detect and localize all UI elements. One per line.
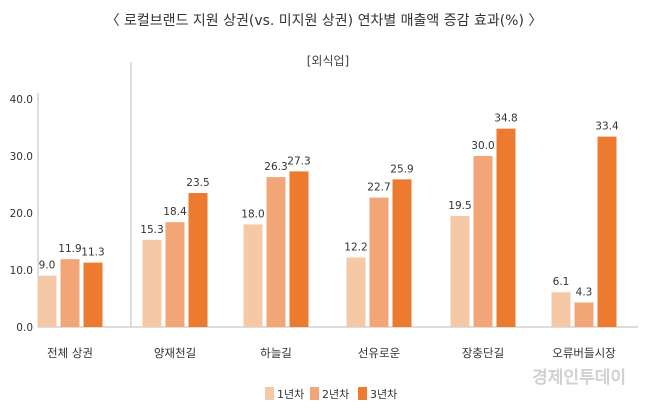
- bar-value-label: 30.0: [471, 140, 494, 152]
- legend-swatch: [310, 387, 319, 400]
- bar-value-label: 6.1: [553, 276, 570, 288]
- bar-value-label: 27.3: [287, 155, 310, 167]
- bar: [37, 275, 57, 327]
- category-label: 전체 상권: [47, 346, 93, 360]
- category-label: 오류버들시장: [552, 346, 616, 360]
- bar: [597, 136, 617, 327]
- bar: [392, 179, 412, 327]
- legend-label: 1년차: [277, 388, 304, 401]
- y-tick-label: 20.0: [10, 208, 33, 220]
- bar-value-label: 33.4: [595, 121, 619, 133]
- bar: [551, 292, 571, 327]
- y-tick-label: 10.0: [10, 265, 33, 277]
- bar: [142, 239, 162, 327]
- category-label: 양재천길: [154, 346, 196, 360]
- chart-subtitle: [외식업]: [307, 54, 349, 68]
- bar: [188, 193, 208, 327]
- watermark: 경제인투데이: [532, 368, 626, 388]
- legend: 1년차 2년차 3년차: [265, 387, 397, 401]
- bar-value-label: 11.9: [58, 243, 81, 255]
- legend-swatch: [265, 387, 274, 400]
- bar: [450, 215, 470, 327]
- bar-value-label: 34.8: [494, 113, 517, 125]
- bar-value-label: 18.0: [241, 208, 264, 220]
- bar: [346, 257, 366, 327]
- category-label: 선유로운: [358, 346, 400, 360]
- bar-value-label: 12.2: [344, 241, 367, 253]
- bar: [369, 197, 389, 327]
- bar: [165, 222, 185, 327]
- category-label: 하늘길: [260, 346, 292, 360]
- bar-value-label: 19.5: [448, 200, 471, 212]
- bar-value-label: 22.7: [367, 182, 390, 194]
- legend-label: 2년차: [322, 388, 349, 401]
- bar-value-label: 15.3: [140, 224, 163, 236]
- y-tick-label: 30.0: [10, 151, 33, 163]
- legend-swatch: [358, 387, 367, 400]
- bar: [574, 302, 594, 327]
- bar: [496, 128, 516, 327]
- bar-value-label: 18.4: [163, 206, 187, 218]
- category-label: 장충단길: [462, 346, 504, 360]
- plot-area: 0.010.020.030.040.09.011.9 11.3전체 상권15.31…: [10, 62, 638, 360]
- bar: [83, 262, 103, 327]
- y-tick-label: 40.0: [10, 94, 33, 106]
- chart-title: 〈 로컬브랜드 지원 상권(vs. 미지원 상권) 연차별 매출액 증감 효과(…: [106, 13, 543, 29]
- bar: [60, 259, 80, 327]
- legend-label: 3년차: [370, 388, 397, 401]
- bar-value-label: 25.9: [390, 163, 413, 175]
- bar-value-label: 23.5: [186, 177, 209, 189]
- bar: [289, 171, 309, 327]
- bar-value-label: 26.3: [264, 161, 287, 173]
- bar-value-label: 11.3: [81, 247, 104, 259]
- bar: [266, 177, 286, 327]
- y-tick-label: 0.0: [16, 322, 33, 334]
- bar-value-label: 9.0: [39, 260, 56, 272]
- bar-value-label: 4.3: [576, 286, 593, 298]
- bar: [243, 224, 263, 327]
- bar: [473, 156, 493, 327]
